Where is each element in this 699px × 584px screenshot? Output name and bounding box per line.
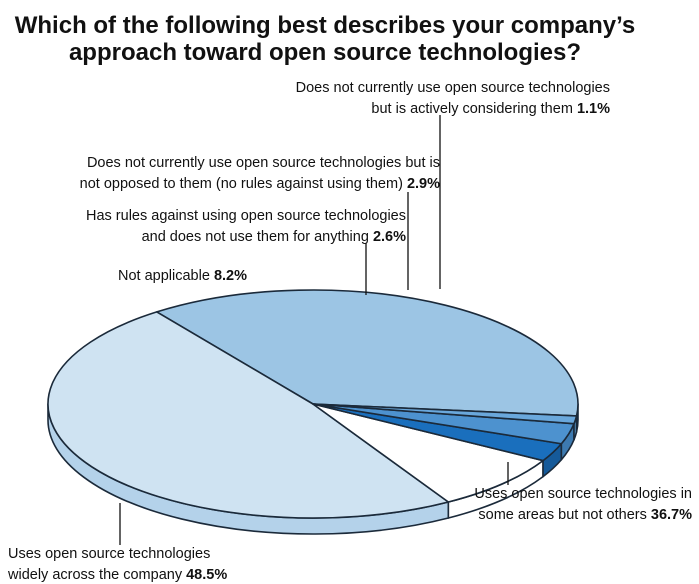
slice-label-4-line-2: and does not use them for anything 2.6% — [142, 229, 407, 245]
slice-label-6-line-2: but is actively considering them 1.1% — [371, 101, 610, 117]
slice-value-2: 48.5% — [186, 567, 227, 583]
slice-3 — [312, 403, 544, 503]
leader-lines — [119, 115, 509, 545]
slice-value-3: 8.2% — [214, 268, 247, 284]
slice-value-5: 2.9% — [407, 176, 440, 192]
chart-title-line-2: approach toward open source technologies… — [69, 39, 581, 66]
slice-2 — [47, 311, 450, 519]
slice-label-2-line-1: Uses open source technologies — [8, 546, 210, 562]
slice-label-5-line-2: not opposed to them (no rules against us… — [80, 176, 440, 192]
slice-value-4: 2.6% — [373, 229, 406, 245]
slice-6 — [312, 403, 578, 425]
slice-labels: Uses open source technologies in some are… — [7, 80, 692, 583]
slice-label-1-line-1: Uses open source technologies in — [474, 486, 692, 502]
pie-top-face — [47, 289, 579, 519]
slice-label-6-line-1: Does not currently use open source techn… — [296, 80, 610, 96]
slice-label-5-line-1: Does not currently use open source techn… — [87, 155, 440, 171]
slice-value-1: 36.7% — [651, 507, 692, 523]
slice-label-4-line-1: Has rules against using open source tech… — [86, 208, 406, 224]
chart-title-line-1: Which of the following best describes yo… — [15, 12, 636, 39]
chart-title: Which of the following best describes yo… — [15, 12, 636, 66]
slice-label-1-line-2: some areas but not others 36.7% — [478, 507, 692, 523]
slice-label-2-line-2: widely across the company 48.5% — [7, 567, 227, 583]
slice-value-6: 1.1% — [577, 101, 610, 117]
slice-1 — [155, 289, 579, 417]
slice-label-3-line-1: Not applicable 8.2% — [118, 268, 247, 284]
